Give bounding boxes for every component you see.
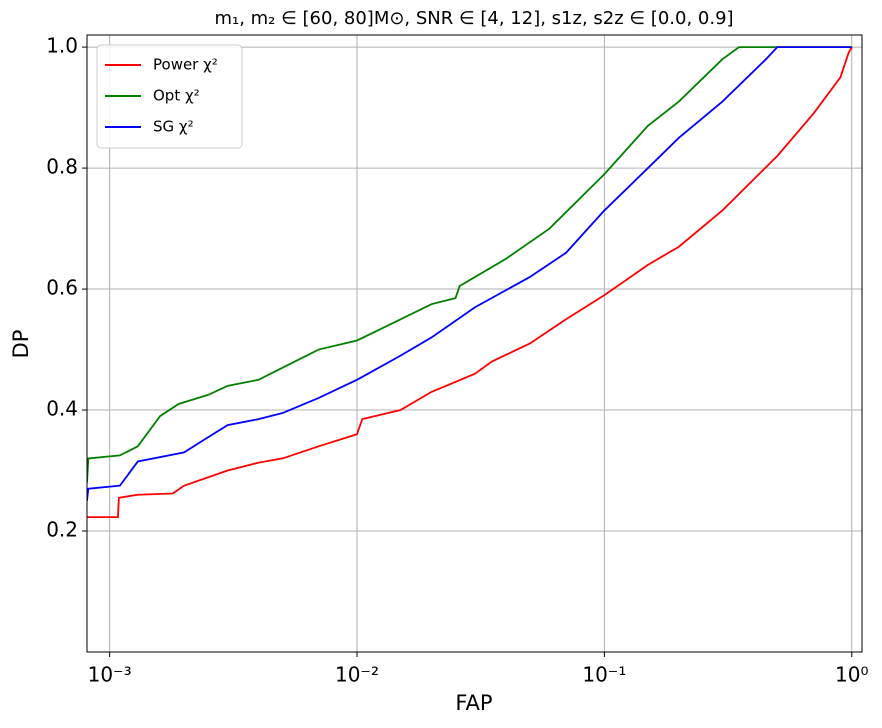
data-line	[87, 46, 852, 501]
x-tick-label: 10⁰	[835, 663, 868, 687]
plot-frame	[86, 34, 863, 653]
legend-box	[96, 44, 243, 149]
x-tick-label: 10⁻²	[335, 663, 379, 687]
y-tick-label: 1.0	[46, 34, 78, 58]
legend-label: Opt χ²	[153, 87, 200, 105]
data-line	[87, 46, 853, 519]
y-tick-label: 0.6	[46, 276, 78, 300]
y-axis-label: DP	[9, 330, 33, 359]
x-axis-label: FAP	[455, 691, 492, 715]
y-tick-label: 0.2	[46, 518, 78, 542]
legend-label: Power χ²	[153, 56, 218, 74]
data-line	[87, 46, 852, 483]
chart-title: m₁, m₂ ∈ [60, 80]M⊙, SNR ∈ [4, 12], s1z,…	[214, 8, 733, 29]
y-tick-label: 0.4	[46, 397, 78, 421]
x-tick-label: 10⁻³	[88, 663, 132, 687]
y-tick-label: 0.8	[46, 155, 78, 179]
legend-label: SG χ²	[153, 118, 194, 136]
x-tick-label: 10⁻¹	[582, 663, 626, 687]
